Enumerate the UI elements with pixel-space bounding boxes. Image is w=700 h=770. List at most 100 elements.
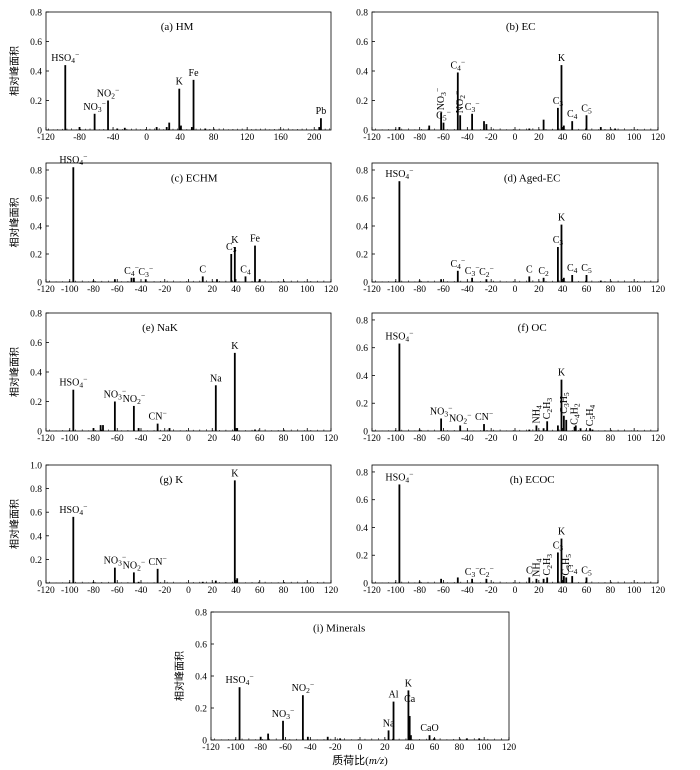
panel-d: -120 -100 -80 -60 -40 -20 0 20 40 60 80 100 120 0 0.2 0… [356,162,665,295]
peak-label-k: K [231,468,239,479]
y-tick-label: 0.6 [30,509,42,519]
y-tick-label: 0 [363,580,368,590]
x-tick-label: 60 [582,133,592,143]
y-axis-label: 相对峰面积 [8,347,21,397]
x-tick-label: 40 [558,434,568,444]
peak-label-no3: NO3​− [83,99,105,114]
x-tick-label: 80 [279,285,289,295]
panel-title: (f) OC [518,322,547,334]
x-tick-label: -60 [437,285,450,295]
x-tick-label: 120 [324,434,339,444]
peak-label-no2: NO2​− [123,391,145,406]
y-tick-label: 0 [363,428,368,438]
x-tick-label: 80 [279,434,289,444]
plot-frame [45,464,332,584]
x-tick-label: 100 [477,743,492,753]
peak-label-c5h4: C5​H4​ [585,405,597,427]
x-tick-label: 40 [558,586,568,596]
x-tick-label: 0 [513,586,518,596]
x-tick-label: 0 [513,285,518,295]
peak-label-c2h3: C2​H3​ [542,398,554,420]
plot-frame [45,312,332,432]
panel-title: (i) Minerals [313,622,365,634]
x-tick-label: 60 [582,586,592,596]
y-tick-label: 0.6 [30,195,42,205]
y-axis-label: 相对峰面积 [173,651,186,701]
peak-label-nh4: NH4​ [531,558,543,576]
y-tick-label: 0.4 [356,372,368,382]
peak-label-c3: C3​− [465,263,480,278]
x-tick-label: -20 [485,434,498,444]
peak-label-c3h5: C3​H5​ [559,392,571,414]
x-tick-label: 120 [324,285,339,295]
peak-label-k: K [176,77,184,88]
peak-label-c: C [199,264,206,275]
x-tick-label: -20 [485,133,498,143]
peak-label-k: K [558,368,566,379]
x-tick-label: 60 [582,434,592,444]
x-tick-label: -120 [37,285,55,295]
peak-label-c3: C3​− [465,99,480,114]
x-tick-label: 80 [455,743,465,753]
peak-label-no2: NO2​− [292,680,314,695]
x-tick-label: 40 [231,285,241,295]
x-tick-label: -80 [413,434,426,444]
x-tick-label: 40 [558,133,568,143]
x-tick-label: 20 [534,586,544,596]
peak-label-c2: C2​ [538,266,549,278]
y-tick-label: 0.8 [30,167,42,177]
y-tick-label: 0 [202,737,207,747]
peak-label-hso4: HSO4​− [59,375,87,390]
x-tick-label: -40 [304,743,317,753]
y-tick-label: 0.6 [30,339,42,349]
y-tick-label: 0.6 [356,195,368,205]
x-tick-label: -120 [363,285,381,295]
peak-label-ca: Ca [404,694,416,705]
x-tick-label: 120 [324,586,339,596]
x-tick-label: -120 [363,133,381,143]
peak-label-fe: Fe [189,68,200,79]
peak-label-na: Na [383,718,395,729]
x-tick-label: -20 [329,743,342,753]
peak-label-k: K [558,527,566,538]
x-tick-label: -60 [279,743,292,753]
peak-label-c2: C2​− [479,264,494,279]
y-tick-label: 0.4 [356,524,368,534]
x-tick-label: 20 [534,133,544,143]
peak-label-c4: C4​ [567,263,578,275]
x-tick-label: -80 [87,434,100,444]
panel-c: -120 -100 -80 -60 -40 -20 0 20 40 60 80 100 120 0 0.2 0… [8,152,338,295]
y-tick-label: 0.8 [30,9,42,19]
x-tick-label: -60 [111,285,124,295]
panel-h: -120 -100 -80 -60 -40 -20 0 20 40 60 80 100 120 0 0.2 0… [356,464,665,596]
x-tick-label: 80 [606,434,616,444]
peak-label-c: C [526,565,533,576]
peak-label-k: K [231,341,239,352]
x-tick-label: -120 [37,586,55,596]
x-tick-label: 80 [209,133,219,143]
y-axis-label: 相对峰面积 [8,198,21,248]
peak-label-c2h3: C2​H3​ [542,554,554,576]
panel-a: -120 -80 -40 0 40 80 120 160 200 0 0.2 0.4 0.6 0.8 (a)… [8,9,332,143]
x-tick-label: -120 [363,586,381,596]
x-tick-label: 100 [300,586,315,596]
y-tick-label: 0 [37,428,42,438]
peak-label-c4: C4​− [450,57,465,72]
peak-label-na: Na [210,373,222,384]
peak-label-no3: NO3​− [104,553,126,568]
x-tick-label: 160 [274,133,289,143]
x-tick-label: 20 [208,434,218,444]
x-tick-label: -100 [61,586,79,596]
panel-e: -120 -100 -80 -60 -40 -20 0 20 40 60 80 100 120 0 0.2 0… [8,310,338,445]
peak-label-no3: NO3​− [272,706,294,721]
peak-label-c4: C4​− [124,263,139,278]
panel-title: (a) HM [161,21,194,33]
x-tick-label: 120 [240,133,255,143]
peak-label-c3h5: C3​H5​ [561,554,573,576]
x-tick-label: -40 [135,434,148,444]
x-tick-label: 20 [534,434,544,444]
x-tick-label: -80 [73,133,86,143]
panel-title: (h) ECOC [510,474,555,486]
peak-label-fe: Fe [250,234,261,245]
peak-label-hso4: HSO4​− [226,672,254,687]
